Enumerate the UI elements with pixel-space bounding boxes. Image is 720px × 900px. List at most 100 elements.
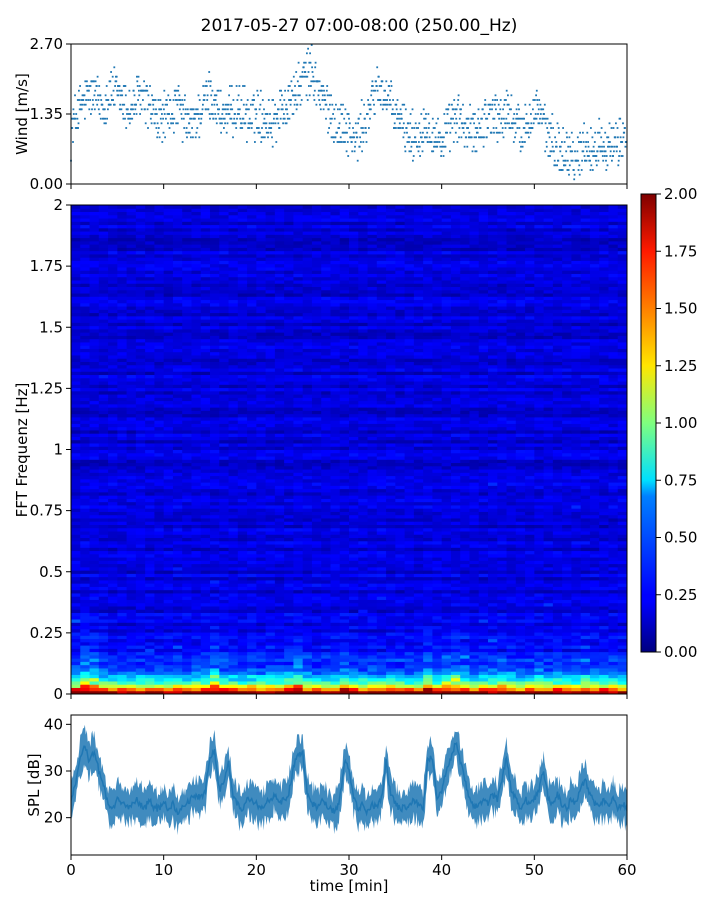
spectrogram-cell xyxy=(358,684,369,688)
spectrogram-cell xyxy=(599,592,610,597)
spectrogram-cell xyxy=(552,677,563,682)
spectrogram-cell xyxy=(135,638,146,643)
spectrogram-cell xyxy=(367,661,378,666)
spectrogram-cell xyxy=(293,592,304,597)
spectrogram-cell xyxy=(71,498,81,503)
spectrogram-cell xyxy=(543,544,554,548)
spectrogram-cell xyxy=(172,553,183,558)
spectrogram-cell xyxy=(395,531,406,535)
wind-point xyxy=(609,150,612,153)
wind-point xyxy=(463,145,466,148)
spectrogram-cell xyxy=(163,628,174,633)
spectrogram-cell xyxy=(247,651,257,656)
spectrogram-cell xyxy=(562,586,572,591)
spectrogram-cell xyxy=(98,563,109,568)
spectrogram-cell xyxy=(589,508,600,512)
spectrogram-cell xyxy=(423,615,433,620)
spectrogram-cell xyxy=(89,612,100,617)
spectrogram-cell xyxy=(237,517,248,522)
spectrogram-cell xyxy=(237,514,248,519)
wind-point xyxy=(239,117,242,120)
spectrogram-cell xyxy=(580,534,591,539)
spectrogram-cell xyxy=(404,586,415,591)
spectrogram-cell xyxy=(108,677,118,682)
spectrogram-cell xyxy=(441,687,452,692)
spectrogram-cell xyxy=(256,531,267,535)
wind-point xyxy=(230,85,233,87)
spectrogram-cell xyxy=(256,638,267,643)
spectrogram-cell xyxy=(311,570,322,574)
spectrogram-cell xyxy=(589,651,600,656)
spectrogram-cell xyxy=(589,553,600,558)
spectrogram-cell xyxy=(413,625,424,630)
spectrogram-cell xyxy=(469,622,480,627)
spectrogram-cell xyxy=(376,560,387,565)
spectrogram-cell xyxy=(330,514,341,519)
wind-point xyxy=(254,117,257,120)
wind-point xyxy=(499,108,502,111)
spectrogram-cell xyxy=(191,501,202,506)
spectrogram-cell xyxy=(71,534,81,539)
spectrogram-cell xyxy=(423,605,433,610)
spectrogram-cell xyxy=(145,651,155,656)
spectrogram-cell xyxy=(71,550,81,555)
spectrogram-cell xyxy=(552,615,563,620)
spectrogram-cell xyxy=(543,592,554,597)
spectrogram-cell xyxy=(200,680,211,685)
spectrogram-cell xyxy=(228,524,239,529)
spectrogram-cell xyxy=(80,628,91,633)
spectrogram-cell xyxy=(460,609,471,613)
wind-point xyxy=(189,108,192,111)
wind-point xyxy=(507,94,509,97)
wind-point xyxy=(551,113,554,115)
spectrogram-cell xyxy=(247,687,257,692)
spectrogram-cell xyxy=(432,658,443,662)
spectrogram-cell xyxy=(552,570,563,574)
spectrogram-cell xyxy=(450,661,461,666)
wind-point xyxy=(74,94,76,97)
spectrogram-cell xyxy=(589,560,600,565)
spectrogram-cell xyxy=(525,524,535,529)
spectrogram-cell xyxy=(617,645,627,649)
spectrogram-cell xyxy=(367,690,378,694)
wind-point xyxy=(543,103,546,106)
spectrogram-cell xyxy=(293,570,304,574)
spectrogram-cell xyxy=(506,544,517,548)
spectrogram-cell xyxy=(80,566,91,571)
spectrogram-cell xyxy=(580,521,591,525)
spectrogram-cell xyxy=(543,674,554,679)
spectrogram-cell xyxy=(247,605,257,610)
wind-point xyxy=(545,141,548,143)
spectrogram-cell xyxy=(154,635,165,640)
spectrogram-cell xyxy=(413,628,424,633)
wind-point xyxy=(565,150,568,153)
spectrogram-cell xyxy=(256,527,267,532)
wind-point xyxy=(171,117,174,120)
wind-point xyxy=(137,75,140,78)
spectrogram-cell xyxy=(525,654,535,659)
spectrogram-cell xyxy=(200,514,211,519)
wind-point xyxy=(527,122,530,125)
wind-point xyxy=(475,150,478,153)
wind-point xyxy=(539,113,542,115)
spectrogram-cell xyxy=(154,687,165,692)
spectrogram-cell xyxy=(311,605,322,610)
spectrogram-cell xyxy=(71,517,81,522)
spectrogram-cell xyxy=(543,521,554,525)
spectrogram-cell xyxy=(126,602,137,607)
spectrogram-cell xyxy=(237,687,248,692)
spectrogram-cell xyxy=(617,508,627,512)
spectrogram-cell xyxy=(154,511,165,516)
spectrogram-cell xyxy=(210,664,220,669)
wind-point xyxy=(273,113,276,115)
spectrogram-cell xyxy=(478,553,489,558)
spectrogram-cell xyxy=(145,619,155,623)
spectrogram-cell xyxy=(293,667,304,672)
spectrogram-cell xyxy=(580,609,591,613)
spectrogram-cell xyxy=(321,586,332,591)
wind-point xyxy=(298,94,301,97)
spectrogram-cell xyxy=(210,619,220,623)
spectrogram-cell xyxy=(274,592,285,597)
spectrogram-cell xyxy=(117,534,128,539)
wind-point xyxy=(372,99,375,101)
